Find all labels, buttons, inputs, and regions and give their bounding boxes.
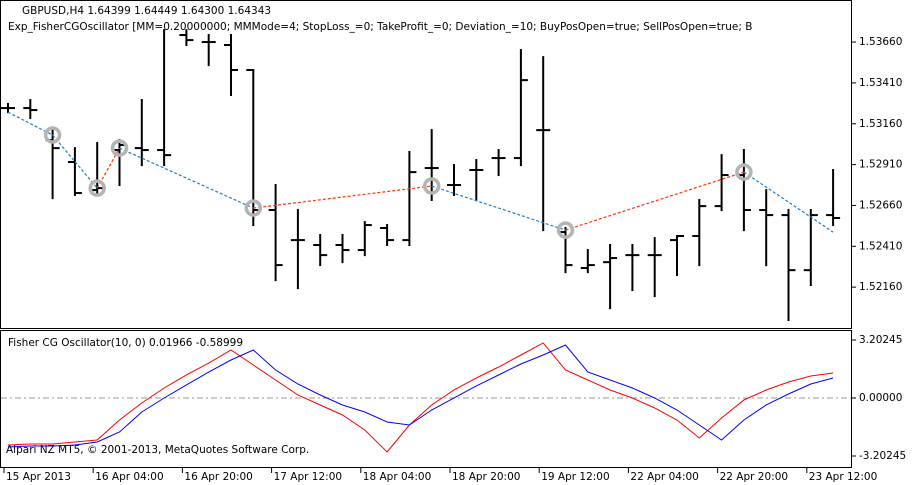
x-tick-label: 22 Apr 20:00 <box>720 471 788 483</box>
x-tick-label: 19 Apr 12:00 <box>541 471 609 483</box>
x-tick-label: 18 Apr 20:00 <box>452 471 520 483</box>
y-tick-label: 0.00000 <box>859 392 902 404</box>
signal-marker <box>244 199 263 217</box>
x-tick-label: 17 Apr 12:00 <box>274 471 342 483</box>
oscillator-line <box>7 344 834 448</box>
y-tick-label: -3.20245 <box>859 450 906 462</box>
oscillator-title: Fisher CG Oscillator(10, 0) 0.01966 -0.5… <box>8 337 243 349</box>
y-tick-label: 1.52910 <box>859 159 902 171</box>
chart-title: GBPUSD,H4 1.64399 1.64449 1.64300 1.6434… <box>22 5 271 17</box>
signal-marker <box>43 126 62 144</box>
y-tick-label: 1.53410 <box>859 77 902 89</box>
x-tick-label: 16 Apr 20:00 <box>184 471 252 483</box>
y-tick-label: 1.53660 <box>859 36 902 48</box>
y-tick-label: 1.52410 <box>859 240 902 252</box>
x-tick-label: 18 Apr 04:00 <box>363 471 431 483</box>
signal-segment <box>565 171 745 231</box>
signal-marker <box>110 139 129 157</box>
y-tick-label: 1.52160 <box>859 281 902 293</box>
oscillator-panel <box>0 330 852 468</box>
signal-segment <box>431 185 566 231</box>
x-tick-label: 23 Apr 12:00 <box>809 471 877 483</box>
x-tick-label: 22 Apr 04:00 <box>630 471 698 483</box>
x-tick-label: 15 Apr 2013 <box>6 471 71 483</box>
signal-segment <box>52 134 98 189</box>
signal-marker <box>88 179 106 197</box>
copyright: Alpari NZ MT5, © 2001-2013, MetaQuotes S… <box>6 444 309 456</box>
signal-segment <box>119 147 254 209</box>
signal-segment <box>743 171 834 233</box>
y-tick-label: 3.20245 <box>859 334 902 346</box>
y-tick-label: 1.52660 <box>859 199 902 211</box>
signal-marker <box>735 163 753 181</box>
y-tick-label: 1.53160 <box>859 118 902 130</box>
signal-marker <box>556 221 575 239</box>
x-tick-label: 16 Apr 04:00 <box>95 471 163 483</box>
price-panel <box>0 0 852 329</box>
expert-info: Exp_FisherCGOscillator [MM=0.20000000; M… <box>8 21 752 33</box>
oscillator-line <box>7 342 834 453</box>
signal-marker <box>422 177 441 195</box>
